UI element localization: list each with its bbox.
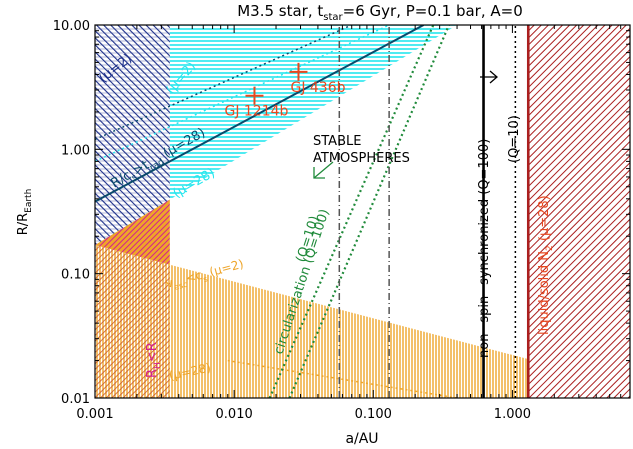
region-vesc-mu28 bbox=[95, 245, 170, 398]
region-escape-mu28 bbox=[95, 25, 458, 246]
x-axis-label: a/AU bbox=[345, 431, 378, 447]
x-tick-label: 0.100 bbox=[355, 407, 392, 422]
chart-title: M3.5 star, tstar=6 Gyr, P=0.1 bar, A=0 bbox=[237, 2, 523, 23]
x-tick-label: 0.010 bbox=[216, 407, 253, 422]
region-roche bbox=[95, 199, 170, 265]
x-tick-label: 1.000 bbox=[494, 407, 531, 422]
planet-label-gj1214b: GJ 1214b bbox=[224, 104, 288, 120]
y-axis-label: R/REarth bbox=[16, 189, 34, 236]
region-escape-mu2-overlay bbox=[95, 25, 170, 246]
arrow-up-left-icon bbox=[313, 161, 334, 179]
annotation-spin-q10: (Q=10) bbox=[507, 115, 522, 163]
y-tick-label: 1.00 bbox=[61, 143, 90, 158]
planet-label-gj436b: GJ 436b bbox=[290, 80, 345, 96]
plot-frame bbox=[94, 24, 631, 399]
y-tick-label: 0.10 bbox=[61, 268, 90, 283]
annotation-roche: RH<R bbox=[145, 342, 163, 378]
y-tick-label: 0.01 bbox=[61, 392, 90, 407]
line-rc-mu28-line bbox=[95, 25, 425, 203]
line-rc-mu2-line bbox=[95, 25, 353, 141]
x-tick-label: 0.001 bbox=[76, 407, 113, 422]
region-liquid-n2 bbox=[528, 25, 630, 398]
region-vesc-mu2 bbox=[95, 245, 630, 398]
line-cyan-mu2-line bbox=[95, 25, 390, 163]
annotation-stable-2: ATMOSPHERES bbox=[313, 151, 410, 166]
y-tick-label: 10.00 bbox=[53, 19, 90, 34]
annotation-stable-1: STABLE bbox=[313, 134, 361, 149]
arrow-right-icon bbox=[480, 70, 498, 84]
line-vesc-mu28-line bbox=[227, 359, 458, 398]
annotation-liquid-n2: liquid/solid N2 (μ=28) bbox=[537, 195, 555, 335]
annotation-spin: non−spin−synchronized (Q=100) bbox=[477, 139, 492, 358]
